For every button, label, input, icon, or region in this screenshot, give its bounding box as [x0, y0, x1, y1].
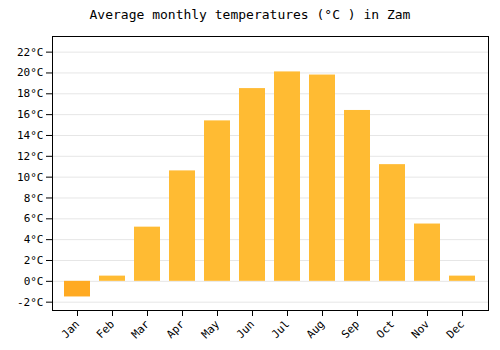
svg-text:Apr: Apr	[164, 317, 188, 341]
svg-text:Sep: Sep	[339, 318, 362, 341]
svg-text:12°C: 12°C	[17, 150, 44, 163]
html-text:Average monthly temperatures (: Average monthly temperatures (°C ) in Za…	[89, 7, 411, 22]
svg-text:4°C: 4°C	[24, 233, 44, 246]
svg-text:Jun: Jun	[234, 318, 257, 341]
svg-text:6°C: 6°C	[24, 212, 44, 225]
svg-text:Jul: Jul	[269, 318, 292, 341]
svg-text:20°C: 20°C	[17, 66, 44, 79]
svg-text:14°C: 14°C	[17, 129, 44, 142]
svg-text:Oct: Oct	[374, 318, 397, 341]
svg-text:10°C: 10°C	[17, 171, 44, 184]
svg-text:8°C: 8°C	[24, 192, 44, 205]
svg-text:Nov: Nov	[409, 317, 433, 341]
svg-text:0°C: 0°C	[24, 275, 44, 288]
svg-text:2°C: 2°C	[24, 254, 44, 267]
svg-text:Feb: Feb	[94, 318, 117, 341]
svg-text:-2°C: -2°C	[17, 296, 44, 309]
svg-text:Dec: Dec	[444, 318, 467, 341]
svg-text:16°C: 16°C	[17, 108, 44, 121]
svg-text:Aug: Aug	[304, 318, 327, 341]
svg-text:18°C: 18°C	[17, 87, 44, 100]
svg-text:Mar: Mar	[129, 317, 153, 341]
svg-text:May: May	[199, 317, 223, 341]
svg-text:Jan: Jan	[59, 318, 82, 341]
svg-text:22°C: 22°C	[17, 46, 44, 59]
